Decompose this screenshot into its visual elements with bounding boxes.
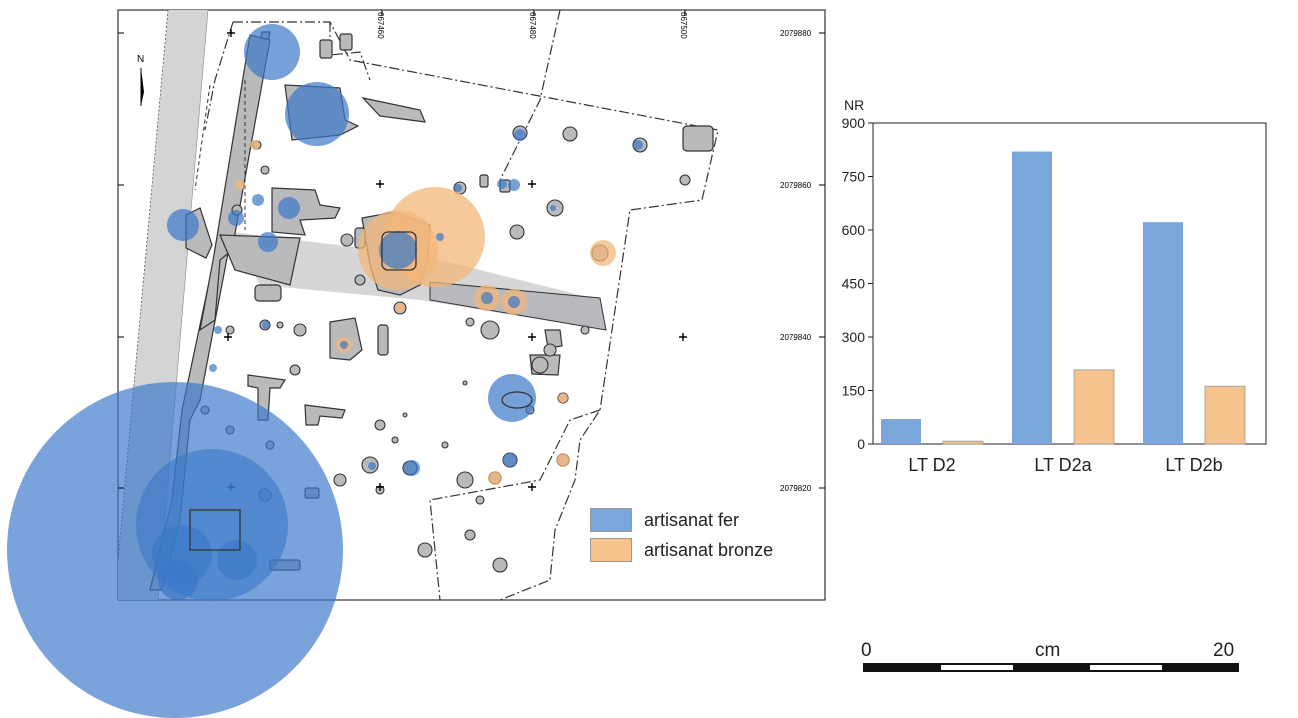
y-tick-label: 600 (842, 222, 866, 238)
legend-swatch-iron (590, 508, 632, 532)
y-axis-label: NR (844, 97, 864, 113)
site-plan-map: N 667460 667480 667500 2079880 2079860 2… (7, 9, 826, 718)
scale-segment (941, 665, 1013, 670)
y-coord-label: 2079820 (780, 484, 812, 493)
x-coord-label: 667460 (376, 12, 385, 39)
legend-label-iron: artisanat fer (644, 509, 740, 530)
y-tick-label: 0 (857, 436, 865, 452)
bar-bronze (1073, 369, 1115, 445)
y-tick-label: 900 (842, 115, 866, 131)
y-tick-label: 300 (842, 329, 866, 345)
legend-label-bronze: artisanat bronze (644, 539, 774, 560)
iron-activity-circles (7, 24, 643, 718)
grid-crosses (224, 29, 687, 491)
y-tick-label: 750 (842, 169, 866, 185)
map-legend: artisanat fer artisanat bronze (590, 505, 773, 565)
plot-area (872, 122, 1267, 445)
scale-unit-label: cm (1035, 640, 1060, 661)
scale-segment (1090, 665, 1162, 670)
y-tick-label: 450 (842, 276, 866, 292)
scale-bar: 0 cm 20 (861, 640, 1239, 672)
bar-bronze (1204, 385, 1246, 445)
x-coord-label: 667500 (679, 12, 688, 39)
y-coord-label: 2079840 (780, 333, 812, 342)
bars (881, 151, 1246, 445)
bar-iron (881, 419, 921, 444)
bar-bronze (942, 440, 984, 445)
y-coord-label: 2079860 (780, 181, 812, 190)
legend-swatch-bronze (590, 538, 632, 562)
scale-start-label: 0 (861, 640, 872, 661)
x-category-label: LT D2 (908, 455, 955, 475)
bar-chart: NR 0 150 300 450 600 750 900 LT D2 LT D2a LT D2b (842, 97, 1267, 475)
y-ticks: 0 150 300 450 600 750 900 (842, 115, 873, 452)
x-category-label: LT D2b (1165, 455, 1222, 475)
bar-iron (1143, 222, 1183, 444)
y-tick-label: 150 (842, 383, 866, 399)
bar-iron (1012, 151, 1052, 444)
x-coord-label: 667480 (528, 12, 537, 39)
legend-item-bronze: artisanat bronze (590, 535, 773, 565)
y-coord-label: 2079880 (780, 29, 812, 38)
x-category-label: LT D2a (1034, 455, 1092, 475)
scale-end-label: 20 (1213, 640, 1234, 661)
north-label: N (137, 54, 144, 65)
x-labels: LT D2 LT D2a LT D2b (908, 455, 1222, 475)
north-arrow: N (137, 54, 144, 106)
legend-item-iron: artisanat fer (590, 505, 773, 535)
